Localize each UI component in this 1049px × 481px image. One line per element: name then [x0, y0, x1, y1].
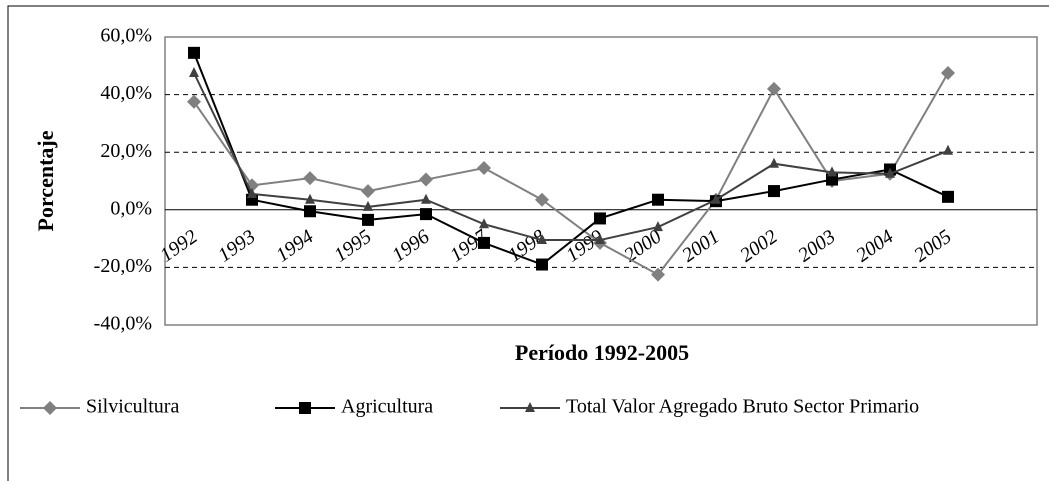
x-tick-label: 1993 — [214, 226, 259, 267]
data-point — [595, 234, 605, 245]
chart-border — [7, 5, 1049, 481]
legend-label: Total Valor Agregado Bruto Sector Primar… — [566, 396, 919, 418]
legend-label: Silvicultura — [86, 396, 179, 418]
data-point — [885, 167, 895, 178]
data-point — [247, 187, 257, 198]
x-tick-label: 2003 — [794, 226, 839, 267]
y-tick-label: -20,0% — [94, 255, 152, 277]
x-tick-label: 1996 — [388, 226, 433, 267]
data-point — [363, 200, 373, 211]
data-point — [941, 66, 955, 80]
data-point — [303, 171, 317, 186]
data-point — [535, 192, 549, 207]
series-line — [193, 72, 949, 276]
data-point — [768, 185, 780, 198]
legend-marker — [525, 402, 535, 412]
data-point — [711, 193, 721, 204]
x-axis-title: Período 1992-2005 — [515, 340, 689, 365]
data-point — [651, 267, 665, 282]
data-point — [536, 258, 548, 271]
data-point — [479, 218, 489, 229]
data-point — [362, 213, 374, 226]
data-point — [187, 94, 201, 109]
x-tick-label: 2002 — [736, 226, 781, 267]
y-tick-label: 0,0% — [110, 197, 152, 219]
legend-label: Agricultura — [341, 396, 433, 418]
plot-border — [164, 36, 1038, 326]
data-point — [943, 144, 953, 155]
data-point — [478, 236, 490, 249]
series-line — [193, 72, 949, 242]
series-line — [193, 52, 949, 266]
y-tick-label: 20,0% — [100, 140, 152, 162]
data-point — [361, 184, 375, 199]
data-point — [652, 193, 664, 206]
x-tick-label: 1995 — [330, 226, 375, 267]
data-point — [304, 205, 316, 218]
data-point — [826, 173, 838, 186]
x-tick-label: 1992 — [156, 226, 201, 267]
y-tick-label: 40,0% — [100, 82, 152, 104]
data-point — [653, 221, 663, 232]
data-point — [942, 190, 954, 203]
x-tick-label: 2005 — [910, 226, 955, 267]
data-point — [769, 157, 779, 168]
y-axis-title: Porcentaje — [33, 130, 58, 231]
data-point — [477, 161, 491, 176]
data-point — [188, 46, 200, 59]
data-point — [767, 81, 781, 96]
x-tick-label: 2001 — [678, 226, 723, 267]
y-tick-label: 60,0% — [100, 25, 152, 47]
data-point — [189, 67, 199, 77]
y-tick-label: -40,0% — [94, 313, 152, 335]
data-point — [594, 212, 606, 225]
data-point — [420, 208, 432, 221]
data-point — [421, 193, 431, 204]
legend-marker — [299, 402, 311, 414]
x-tick-label: 2000 — [620, 226, 665, 267]
x-tick-label: 1994 — [272, 226, 317, 267]
data-point — [419, 172, 433, 187]
data-point — [827, 166, 837, 177]
data-point — [305, 193, 315, 204]
data-point — [537, 234, 547, 245]
x-tick-label: 2004 — [852, 226, 897, 267]
legend-marker — [43, 401, 57, 415]
